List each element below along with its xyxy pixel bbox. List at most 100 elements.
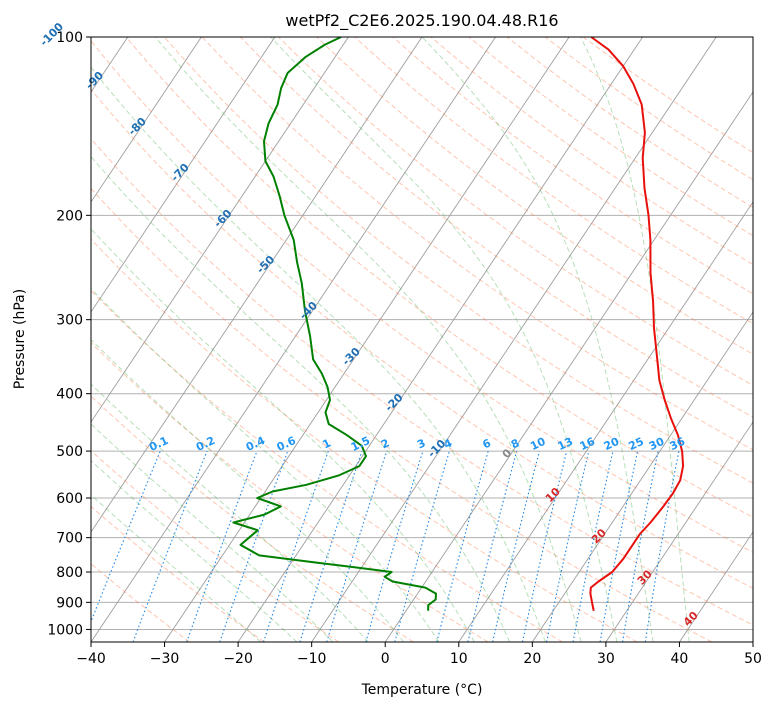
- dry-adiabat: [163, 37, 753, 484]
- isotherm-label: -20: [382, 391, 405, 414]
- isotherm-line: [752, 641, 753, 642]
- background-lines: [91, 37, 753, 642]
- isotherm-label: -90: [83, 69, 106, 92]
- moist-adiabat: [91, 383, 369, 642]
- mixing-ratio-label: 16: [578, 435, 598, 453]
- dry-adiabat: [91, 39, 753, 553]
- y-tick-label: 1000: [47, 622, 83, 638]
- moist-adiabat: [580, 37, 690, 642]
- isotherm-label: -40: [297, 299, 320, 322]
- y-tick-label: 100: [56, 30, 83, 46]
- moist-adiabat: [270, 37, 618, 642]
- isotherm-line: [91, 37, 202, 203]
- dry-adiabat: [430, 37, 753, 266]
- mixing-ratio-line: [492, 450, 540, 642]
- isotherm-line: [91, 37, 423, 533]
- mixing-ratio-line: [546, 450, 590, 642]
- dewpoint-line: [232, 37, 437, 611]
- dry-adiabat: [392, 37, 753, 295]
- dry-adiabat: [91, 342, 489, 642]
- dry-adiabat: [91, 137, 753, 626]
- plot-frame: [90, 36, 754, 643]
- y-axis: 100 200 300 400 500 600 700 800 900 1000: [47, 30, 91, 638]
- mixing-ratio-label: 1: [321, 436, 333, 451]
- dry-adiabat: [91, 563, 191, 642]
- isotherm-line: [458, 201, 753, 642]
- y-tick-label: 600: [56, 491, 83, 507]
- x-tick-label: −40: [76, 651, 106, 667]
- moist-adiabat: [91, 494, 262, 642]
- y-tick-label: 700: [56, 531, 83, 547]
- isotherm-label: -50: [254, 253, 277, 276]
- mixing-ratio-line: [219, 450, 289, 642]
- isotherm-label: -80: [126, 115, 149, 138]
- moist-adiabat: [91, 287, 440, 642]
- x-tick-label: 40: [671, 651, 689, 667]
- y-tick-label: 400: [56, 387, 83, 403]
- moist-adiabat: [154, 37, 582, 642]
- dry-adiabat: [91, 395, 414, 642]
- temperature-line: [589, 37, 685, 611]
- moist-adiabat: [91, 228, 475, 642]
- y-tick-label: 900: [56, 595, 83, 611]
- dry-adiabat: [583, 37, 753, 154]
- isotherm-line: [91, 37, 349, 423]
- mixing-ratio-line: [186, 450, 258, 642]
- isotherm-label: -30: [340, 345, 363, 368]
- mixing-ratio-label: 25: [626, 435, 645, 453]
- dry-adiabat: [91, 187, 713, 642]
- moist-adiabat: [91, 338, 404, 642]
- dry-adiabat: [240, 37, 753, 418]
- moist-adiabat: [91, 423, 334, 642]
- isotherm-line: [164, 37, 570, 642]
- mixing-ratio-line: [91, 450, 161, 623]
- mixing-ratio-line: [521, 450, 568, 642]
- isotherm-label: -70: [168, 161, 191, 184]
- isotherm-label: 10: [543, 485, 563, 505]
- mixing-ratio-line: [132, 450, 208, 642]
- x-tick-label: 30: [597, 651, 615, 667]
- x-tick-label: −30: [150, 651, 180, 667]
- y-tick-label: 800: [56, 565, 83, 581]
- moist-adiabat: [91, 66, 546, 642]
- dry-adiabat: [354, 37, 753, 325]
- x-tick-label: −20: [223, 651, 253, 667]
- y-axis-label: Pressure (hPa): [12, 289, 28, 389]
- x-axis: −40 −30 −20 −10 0 10 20 30 40 50: [76, 642, 762, 667]
- x-tick-label: 0: [381, 651, 390, 667]
- mixing-ratio-label: 30: [647, 435, 667, 453]
- mixing-ratio-line: [326, 450, 388, 642]
- isotherm-line: [384, 91, 753, 642]
- isotherm-label: 40: [681, 609, 701, 629]
- x-tick-label: 20: [523, 651, 541, 667]
- isotherm-label: 30: [635, 567, 655, 587]
- isotherm-line: [237, 37, 644, 642]
- dry-adiabat: [91, 289, 563, 642]
- x-tick-label: 50: [744, 651, 762, 667]
- x-tick-label: −10: [297, 651, 327, 667]
- y-tick-label: 200: [56, 208, 83, 224]
- mixing-ratio-label: 6: [481, 436, 494, 451]
- moist-adiabat: [91, 459, 298, 642]
- mixing-ratio-label: 2: [379, 436, 391, 451]
- mixing-ratio-line: [467, 450, 518, 642]
- y-tick-label: 300: [56, 313, 83, 329]
- mixing-ratio-label: 36: [668, 435, 688, 453]
- moist-adiabat: [421, 37, 654, 642]
- dry-adiabat: [201, 37, 753, 451]
- mixing-ratio-line: [262, 450, 329, 642]
- isotherm-line: [91, 37, 496, 642]
- mixing-ratio-label: 10: [528, 435, 548, 453]
- moist-adiabat: [91, 155, 511, 642]
- mixing-ratio-line: [394, 450, 450, 642]
- dry-adiabat: [125, 37, 753, 518]
- mixing-ratio-line: [436, 450, 489, 642]
- mixing-ratio-line: [299, 450, 363, 642]
- isotherm-line: [311, 37, 717, 642]
- mixing-ratio-label: 8: [509, 436, 521, 451]
- x-axis-label: Temperature (°C): [361, 682, 483, 698]
- isotherm-label: -60: [211, 207, 234, 230]
- isotherm-line: [91, 37, 276, 313]
- mixing-ratio-line: [365, 450, 424, 642]
